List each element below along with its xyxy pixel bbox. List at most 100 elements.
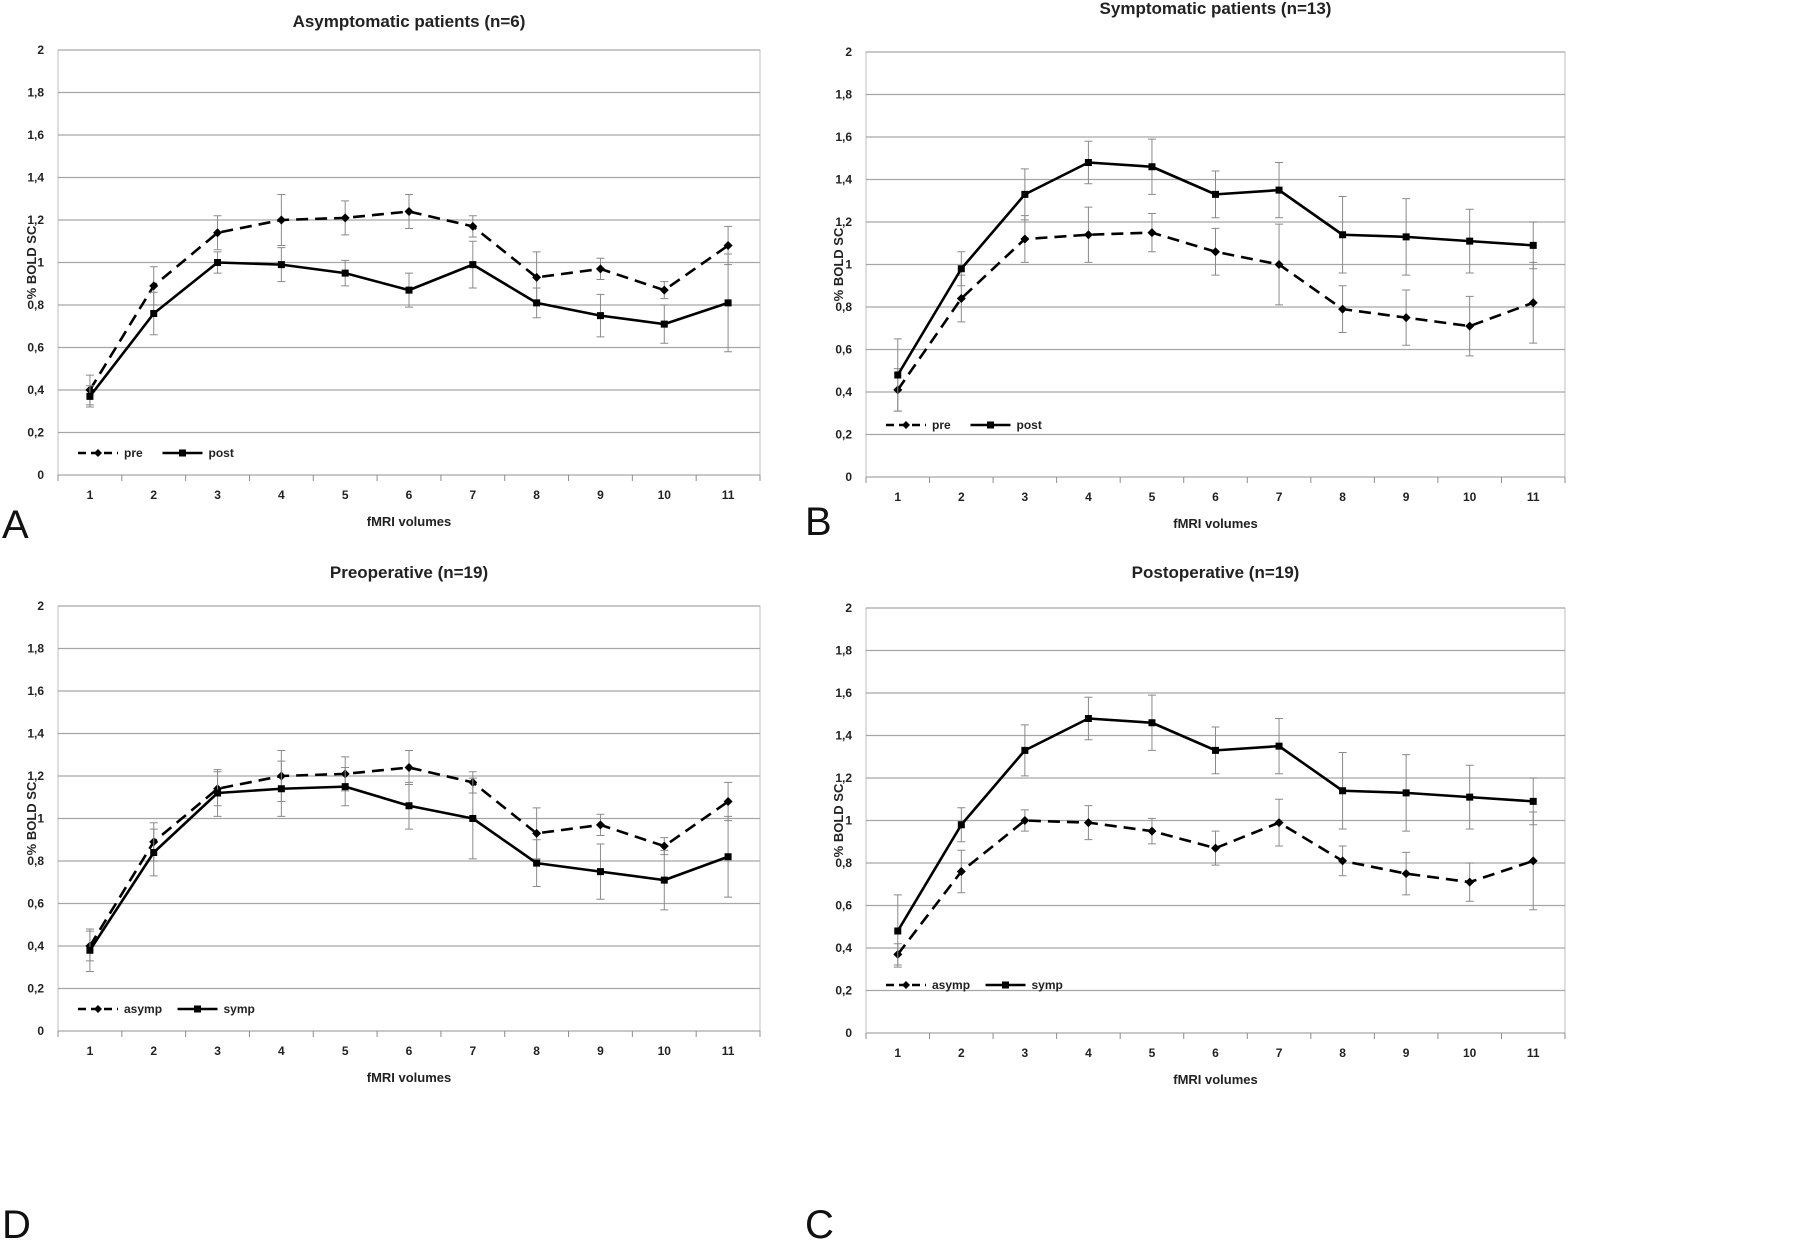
legend-label: post	[1017, 418, 1042, 432]
chart-panel-c: 0 0,2 0,4 0,6 0,8 1 1,2 1,4 1,6 1,8 2 1 2 3 4 5 6 7 8 9 10 11…	[805, 563, 1566, 1245]
data-point	[533, 299, 541, 307]
y-tick-label: 0	[845, 470, 852, 484]
data-point	[1529, 797, 1537, 805]
data-point	[149, 281, 159, 291]
series-symp	[893, 694, 1538, 968]
x-tick-label: 11	[722, 488, 735, 502]
data-point	[1020, 816, 1030, 825]
data-point	[277, 785, 285, 793]
y-tick-label: 1,4	[27, 171, 44, 185]
x-axis-label: fMRI volumes	[367, 1070, 452, 1085]
y-axis-label: % BOLD SC	[24, 225, 39, 299]
data-point	[276, 215, 286, 225]
data-point	[1339, 787, 1347, 795]
data-point	[86, 392, 94, 400]
data-point	[1401, 869, 1411, 879]
x-tick-label: 3	[214, 1044, 221, 1058]
data-point	[1274, 818, 1284, 828]
chart-title: Symptomatic patients (n=13)	[1100, 0, 1332, 18]
x-tick-label: 2	[150, 1044, 157, 1058]
data-point	[150, 310, 158, 317]
legend-marker	[194, 1005, 201, 1013]
series-symp	[85, 760, 733, 972]
x-tick-label: 9	[1403, 1046, 1410, 1060]
data-point	[469, 815, 477, 822]
y-axis-label: % BOLD SC	[831, 783, 846, 857]
y-tick-label: 1,2	[835, 215, 852, 229]
x-tick-label: 5	[342, 488, 349, 502]
x-tick-label: 3	[1022, 1046, 1029, 1060]
data-point	[1402, 233, 1410, 241]
data-point	[659, 285, 669, 295]
x-tick-label: 10	[658, 1044, 672, 1058]
y-tick-label: 0,2	[835, 984, 852, 998]
data-point	[1084, 715, 1092, 722]
data-point	[596, 312, 604, 320]
y-tick-label: 2	[845, 45, 852, 59]
legend: pre post	[886, 418, 1042, 432]
data-point	[595, 820, 605, 830]
y-tick-label: 0,6	[835, 899, 852, 913]
y-tick-label: 1,4	[27, 727, 44, 741]
data-point	[1402, 789, 1410, 797]
y-tick-label: 1,6	[835, 686, 852, 700]
y-tick-label: 0,4	[27, 383, 44, 397]
data-point	[1339, 231, 1347, 239]
legend-marker	[902, 421, 910, 429]
x-tick-label: 4	[1085, 490, 1092, 504]
data-point	[723, 241, 733, 250]
series-post	[893, 138, 1538, 412]
legend: asymp symp	[886, 978, 1063, 992]
data-point	[213, 228, 223, 238]
y-tick-label: 0	[845, 1026, 852, 1040]
data-point	[1275, 186, 1283, 194]
legend-label: symp	[1032, 978, 1063, 992]
legend-marker	[987, 421, 994, 429]
x-axis-label: fMRI volumes	[367, 514, 452, 529]
data-point	[468, 221, 478, 231]
x-tick-label: 6	[1212, 1046, 1219, 1060]
y-tick-label: 0	[37, 1024, 44, 1038]
x-axis-label: fMRI volumes	[1173, 1072, 1258, 1087]
x-tick-label: 8	[533, 488, 540, 502]
y-tick-label: 2	[845, 601, 852, 615]
data-point	[596, 868, 604, 876]
x-tick-label: 10	[1463, 490, 1477, 504]
chart-panel-b: 0 0,2 0,4 0,6 0,8 1 1,2 1,4 1,6 1,8 2 1 2 3 4 5 6 7 8 9 10 11…	[805, 0, 1566, 544]
panel-letter: B	[805, 500, 832, 544]
y-tick-label: 1	[37, 256, 44, 270]
data-point	[1338, 856, 1348, 866]
data-point	[894, 927, 902, 935]
data-point	[659, 841, 669, 851]
data-point	[1528, 856, 1538, 866]
data-point	[469, 261, 477, 269]
legend-marker	[902, 981, 910, 989]
data-point	[1021, 190, 1029, 198]
data-point	[1083, 818, 1093, 828]
x-tick-label: 8	[533, 1044, 540, 1058]
y-tick-label: 1,6	[27, 684, 44, 698]
legend-label: asymp	[124, 1002, 162, 1016]
y-axis-label: % BOLD SC	[24, 781, 39, 855]
x-tick-label: 7	[469, 488, 476, 502]
x-tick-label: 3	[1022, 490, 1029, 504]
x-tick-label: 1	[894, 1046, 901, 1060]
x-tick-label: 2	[958, 490, 965, 504]
y-tick-label: 1,2	[27, 769, 44, 783]
data-point	[1211, 247, 1220, 257]
panel-letter: A	[2, 503, 29, 547]
data-point	[86, 946, 94, 954]
data-point	[595, 264, 605, 274]
data-point	[660, 320, 668, 328]
data-point	[404, 763, 414, 772]
x-tick-label: 4	[278, 1044, 285, 1058]
data-point	[1212, 190, 1219, 198]
y-tick-label: 1,8	[27, 642, 44, 656]
y-tick-label: 0,6	[27, 897, 44, 911]
x-tick-label: 1	[87, 1044, 94, 1058]
data-point	[724, 299, 732, 307]
data-point	[1148, 719, 1156, 727]
data-point	[1529, 241, 1537, 249]
data-point	[340, 213, 350, 223]
